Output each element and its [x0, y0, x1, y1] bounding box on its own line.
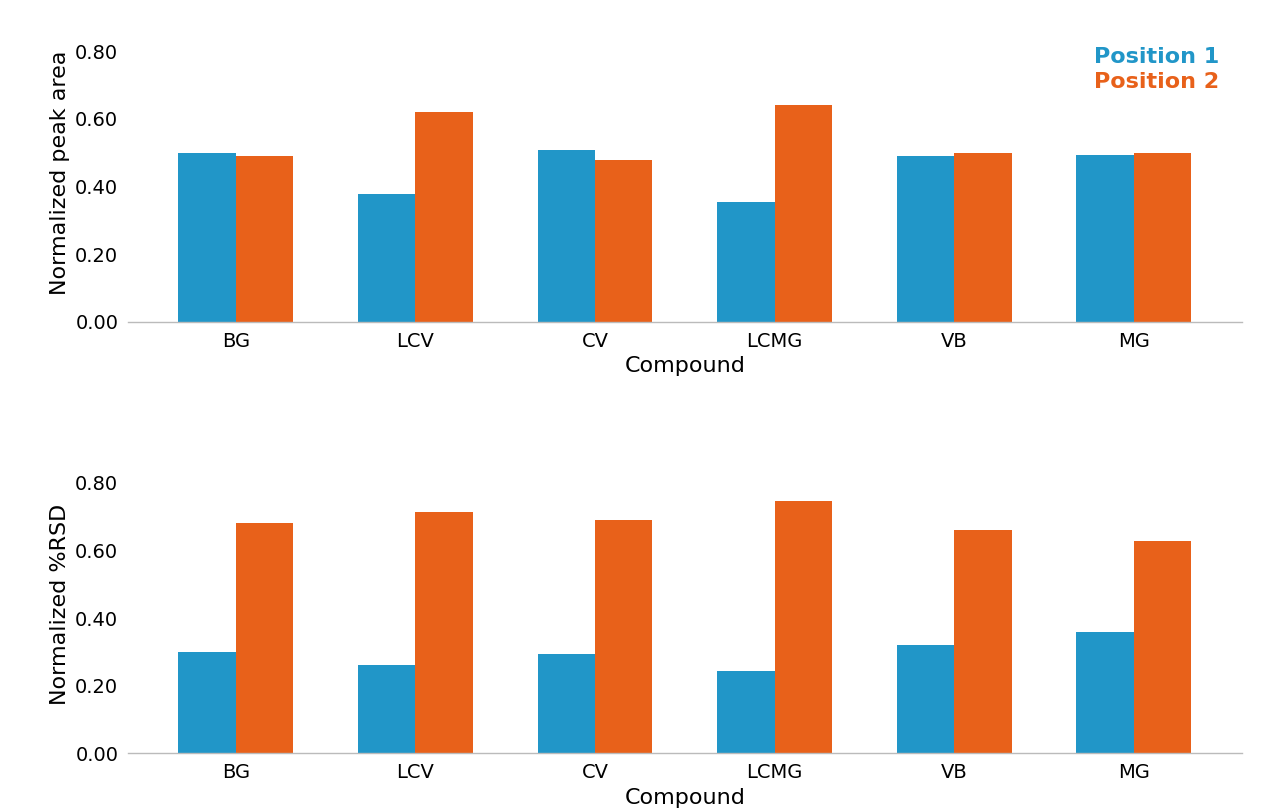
Bar — [416, 113, 472, 322]
Bar — [774, 501, 832, 753]
X-axis label: Compound: Compound — [625, 356, 745, 376]
Bar — [236, 156, 293, 322]
Bar — [954, 530, 1011, 753]
Bar — [1134, 541, 1192, 753]
Y-axis label: Normalized %RSD: Normalized %RSD — [50, 504, 69, 706]
Bar — [416, 512, 472, 753]
Bar — [358, 194, 416, 322]
Bar — [897, 156, 954, 322]
Bar — [538, 150, 595, 322]
Bar — [1076, 633, 1134, 753]
Y-axis label: Normalized peak area: Normalized peak area — [50, 51, 69, 296]
Bar — [1134, 153, 1192, 322]
Bar — [595, 160, 653, 322]
Bar — [538, 654, 595, 753]
Bar — [774, 105, 832, 322]
Bar — [897, 645, 954, 753]
Bar — [717, 202, 774, 322]
Bar — [1076, 156, 1134, 322]
X-axis label: Compound: Compound — [625, 787, 745, 808]
Legend: Position 1, Position 2: Position 1, Position 2 — [1083, 36, 1230, 103]
Bar — [358, 665, 416, 753]
Bar — [595, 520, 653, 753]
Bar — [178, 652, 236, 753]
Bar — [236, 523, 293, 753]
Bar — [954, 153, 1011, 322]
Bar — [178, 153, 236, 322]
Bar — [717, 671, 774, 753]
